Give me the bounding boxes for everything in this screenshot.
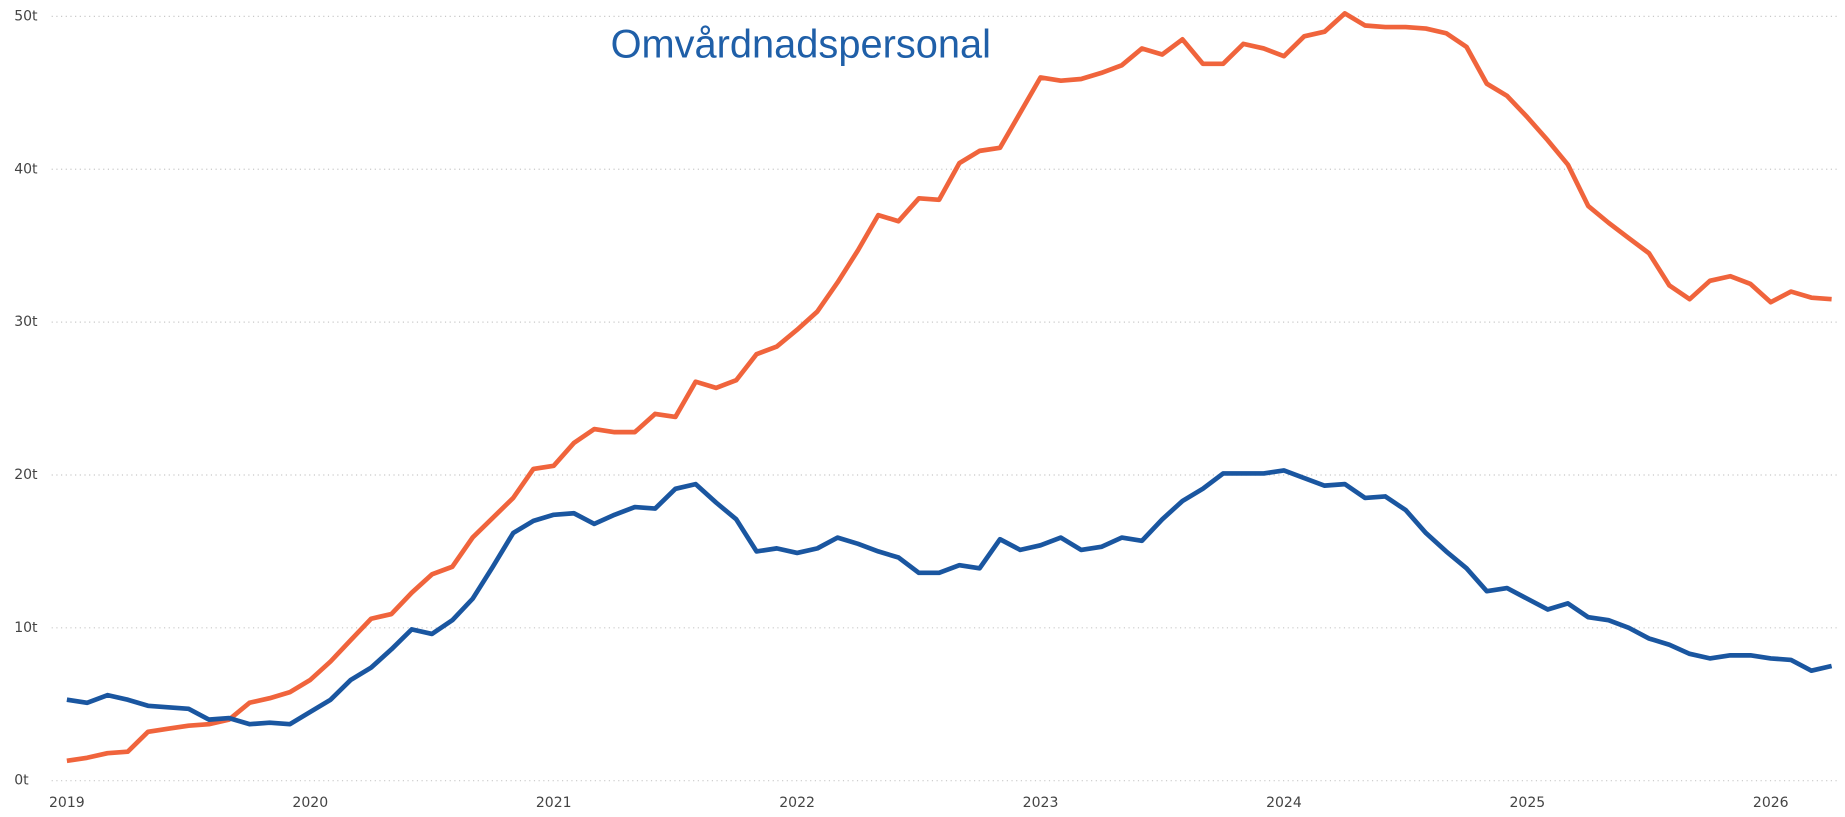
series-line [66, 11, 1832, 764]
chart-title: Omvårdnadspersonal [611, 22, 991, 66]
x-tick-label: 2020 [292, 795, 328, 811]
y-tick-label: 10t [14, 620, 38, 636]
x-tick-label: 2021 [536, 795, 572, 811]
y-tick-label: 0t [14, 773, 29, 789]
x-tick-label: 2022 [779, 795, 815, 811]
x-tick-label: 2024 [1266, 795, 1302, 811]
y-tick-label: 30t [14, 314, 38, 330]
y-tick-label: 20t [14, 467, 38, 483]
series-line [66, 468, 1833, 727]
x-tick-label: 2019 [49, 795, 85, 811]
y-tick-label: 40t [14, 161, 38, 177]
x-tick-label: 2026 [1753, 795, 1789, 811]
x-tick-label: 2023 [1023, 795, 1059, 811]
x-tick-label: 2025 [1510, 795, 1546, 811]
y-tick-label: 50t [14, 8, 38, 24]
